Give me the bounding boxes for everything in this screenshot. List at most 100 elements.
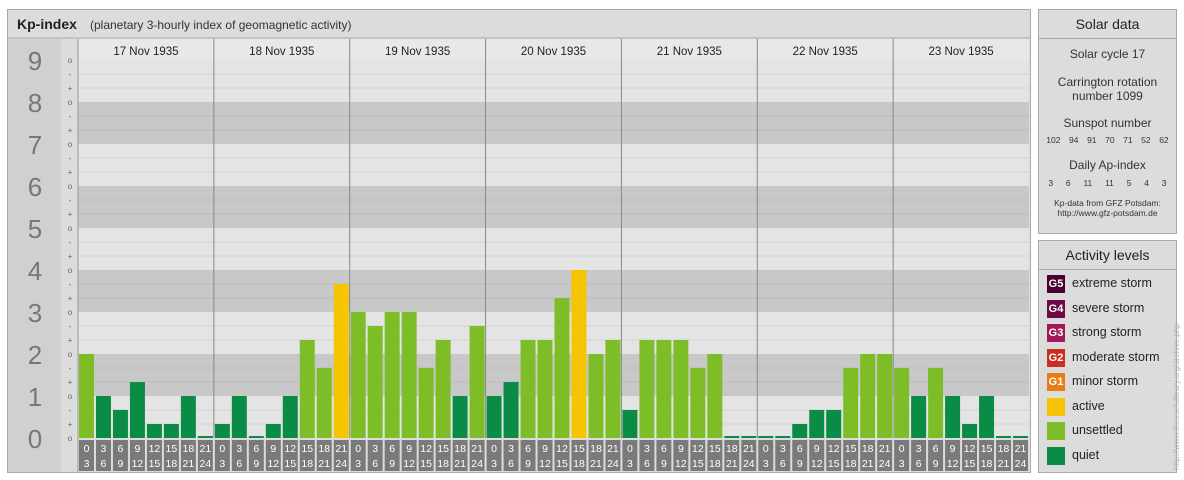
- source-link[interactable]: http://www.gfz-potsdam.de: [1057, 208, 1158, 218]
- y-subtick-label: -: [69, 364, 72, 373]
- interval-end: 24: [743, 458, 755, 470]
- interval-end: 12: [947, 458, 959, 470]
- y-subtick-label: +: [68, 336, 73, 345]
- grid-band: [78, 270, 1029, 312]
- interval-end: 15: [149, 458, 161, 470]
- legend-label: extreme storm: [1072, 276, 1152, 290]
- day-label: 23 Nov 1935: [928, 46, 993, 58]
- interval-start: 21: [743, 443, 755, 455]
- interval-start: 6: [118, 443, 124, 455]
- legend-swatch: G4: [1047, 299, 1065, 318]
- interval-start: 21: [879, 443, 891, 455]
- kp-bar: [588, 354, 604, 438]
- interval-start: 9: [270, 443, 276, 455]
- kp-bar: [979, 396, 995, 438]
- ap-value: 4: [1144, 178, 1149, 188]
- interval-box: [928, 440, 944, 471]
- interval-start: 18: [998, 443, 1010, 455]
- y-subtick-label: -: [69, 322, 72, 331]
- interval-end: 3: [491, 458, 497, 470]
- legend-label: strong storm: [1072, 325, 1142, 339]
- interval-box: [741, 440, 757, 471]
- interval-start: 21: [335, 443, 347, 455]
- interval-box: [605, 440, 621, 471]
- kp-bar: [333, 283, 349, 438]
- carrington-line1: Carrington rotation: [1057, 75, 1158, 89]
- interval-start: 9: [950, 443, 956, 455]
- interval-end: 9: [525, 458, 531, 470]
- interval-end: 24: [607, 458, 619, 470]
- kp-bar: [843, 367, 859, 438]
- y-subtick-label: o: [68, 140, 73, 149]
- legend-swatch: G3: [1047, 324, 1065, 342]
- interval-end: 15: [420, 458, 432, 470]
- ap-value: 6: [1065, 178, 1071, 188]
- interval-box: [129, 440, 145, 471]
- y-axis-column: [8, 39, 61, 472]
- kp-bar: [877, 354, 893, 438]
- solar-cycle: Solar cycle 17: [1069, 47, 1146, 61]
- interval-box: [248, 440, 264, 471]
- kp-bar: [469, 325, 485, 438]
- interval-start: 12: [828, 443, 840, 455]
- interval-start: 21: [200, 443, 212, 455]
- sunspot-value: 62: [1159, 135, 1169, 145]
- interval-box: [486, 440, 502, 471]
- grid-band: [78, 228, 1029, 270]
- interval-start: 0: [763, 443, 769, 455]
- interval-end: 18: [301, 458, 313, 470]
- interval-box: [367, 440, 383, 471]
- interval-start: 6: [525, 443, 531, 455]
- interval-box: [384, 440, 400, 471]
- sunspot-value: 71: [1123, 135, 1133, 145]
- kp-bar: [95, 396, 111, 438]
- interval-start: 6: [933, 443, 939, 455]
- interval-box: [860, 440, 876, 471]
- kp-bar: [520, 340, 536, 438]
- activity-levels-panel: Activity levels G5 extreme storm G4 severe …: [1038, 240, 1177, 473]
- kp-bar: [486, 396, 502, 438]
- legend-label: unsettled: [1072, 423, 1123, 437]
- interval-box: [656, 440, 672, 471]
- interval-start: 12: [420, 443, 432, 455]
- interval-end: 18: [709, 458, 721, 470]
- legend-swatch: G5: [1047, 275, 1065, 293]
- interval-box: [962, 440, 978, 471]
- day-label: 22 Nov 1935: [793, 46, 858, 58]
- y-subtick-label: o: [68, 266, 73, 275]
- interval-end: 12: [811, 458, 823, 470]
- kp-bar: [537, 340, 553, 438]
- interval-start: 18: [726, 443, 738, 455]
- y-subtick-label: +: [68, 168, 73, 177]
- y-tick-label: 9: [28, 46, 42, 76]
- interval-box: [1013, 440, 1028, 471]
- interval-end: 21: [183, 458, 195, 470]
- day-label: 19 Nov 1935: [385, 46, 450, 58]
- legend-label: minor storm: [1072, 374, 1138, 388]
- chart-title: Kp-index: [17, 16, 77, 32]
- interval-box: [112, 440, 128, 471]
- kp-chart-panel: Kp-index (planetary 3-hourly index of geo…: [7, 9, 1031, 473]
- interval-end: 24: [471, 458, 483, 470]
- interval-end: 15: [964, 458, 976, 470]
- kp-bar: [962, 424, 978, 438]
- y-tick-label: 7: [28, 130, 42, 160]
- grid-band: [78, 60, 1029, 102]
- kp-bar: [809, 409, 825, 438]
- kp-bar: [265, 424, 281, 438]
- ap-value: 3: [1048, 178, 1054, 188]
- interval-end: 18: [845, 458, 857, 470]
- kp-bar: [928, 367, 944, 438]
- y-subtick-label: -: [69, 238, 72, 247]
- interval-start: 15: [709, 443, 721, 455]
- interval-start: 3: [780, 443, 786, 455]
- interval-box: [911, 440, 927, 471]
- kp-bar: [605, 340, 621, 438]
- y-subtick-label: +: [68, 420, 73, 429]
- interval-end: 21: [726, 458, 738, 470]
- y-subtick-label: +: [68, 378, 73, 387]
- interval-end: 24: [1015, 458, 1027, 470]
- kp-bar: [282, 396, 298, 438]
- interval-end: 21: [454, 458, 466, 470]
- y-subtick-label: -: [69, 280, 72, 289]
